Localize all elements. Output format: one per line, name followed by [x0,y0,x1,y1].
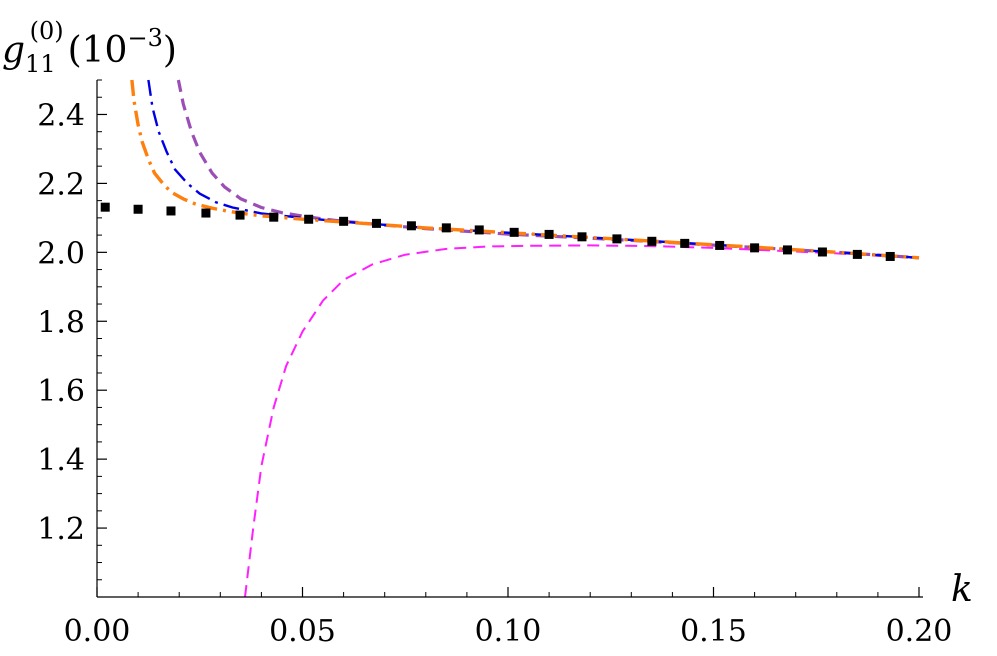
data-point-marker [304,214,314,224]
series-line-2 [244,244,920,598]
data-point-marker [750,243,760,253]
series-line-4 [147,79,920,259]
y-axis-label-superscript: (0) [30,17,64,45]
series-line-5 [130,79,920,260]
data-point-marker [509,227,519,237]
series-curves [130,79,920,598]
y-tick-label: 1.4 [37,443,85,478]
series-markers [100,202,895,261]
data-point-marker [715,240,725,250]
x-tick-label: 0.15 [680,614,747,649]
y-axis-label: g11 (0) (10−3) [2,17,177,78]
data-point-marker [441,223,451,233]
y-axis-label-symbol: g [2,30,25,71]
data-point-marker [235,210,245,220]
data-point-marker [612,234,622,244]
y-tick-label: 2.2 [37,167,85,202]
data-point-marker [885,251,895,261]
data-point-marker [100,202,110,212]
y-axis-label-subscript: 11 [25,50,56,78]
y-axis-label-unit-exponent: −3 [127,24,162,52]
data-point-marker [339,216,349,226]
y-tick-label: 1.8 [37,305,85,340]
data-point-marker [817,247,827,257]
data-point-marker [852,249,862,259]
x-axis-ticks: 0.00 0.05 0.10 0.15 0.20 [64,587,953,649]
data-point-marker [577,232,587,242]
data-point-marker [647,236,657,246]
y-tick-label: 1.2 [37,512,85,547]
x-tick-label: 0.00 [64,614,131,649]
data-point-marker [133,204,143,214]
data-point-marker [680,238,690,248]
data-point-marker [371,218,381,228]
y-axis-label-unit-suffix: ) [163,30,177,71]
y-axis-ticks: 1.2 1.4 1.6 1.8 2.0 2.2 2.4 [37,79,107,581]
y-tick-label: 2.4 [37,98,85,133]
x-tick-label: 0.05 [269,614,336,649]
data-point-marker [544,229,554,239]
y-axis-label-unit-prefix: (10 [68,30,128,71]
y-tick-label: 2.0 [37,236,85,271]
data-point-marker [782,245,792,255]
data-point-marker [269,212,279,222]
x-tick-label: 0.20 [886,614,953,649]
y-tick-label: 1.6 [37,374,85,409]
data-point-marker [474,225,484,235]
x-tick-label: 0.10 [475,614,542,649]
data-point-marker [406,221,416,231]
data-point-marker [166,206,176,216]
data-point-marker [201,208,211,218]
x-axis-label: k [951,569,973,610]
